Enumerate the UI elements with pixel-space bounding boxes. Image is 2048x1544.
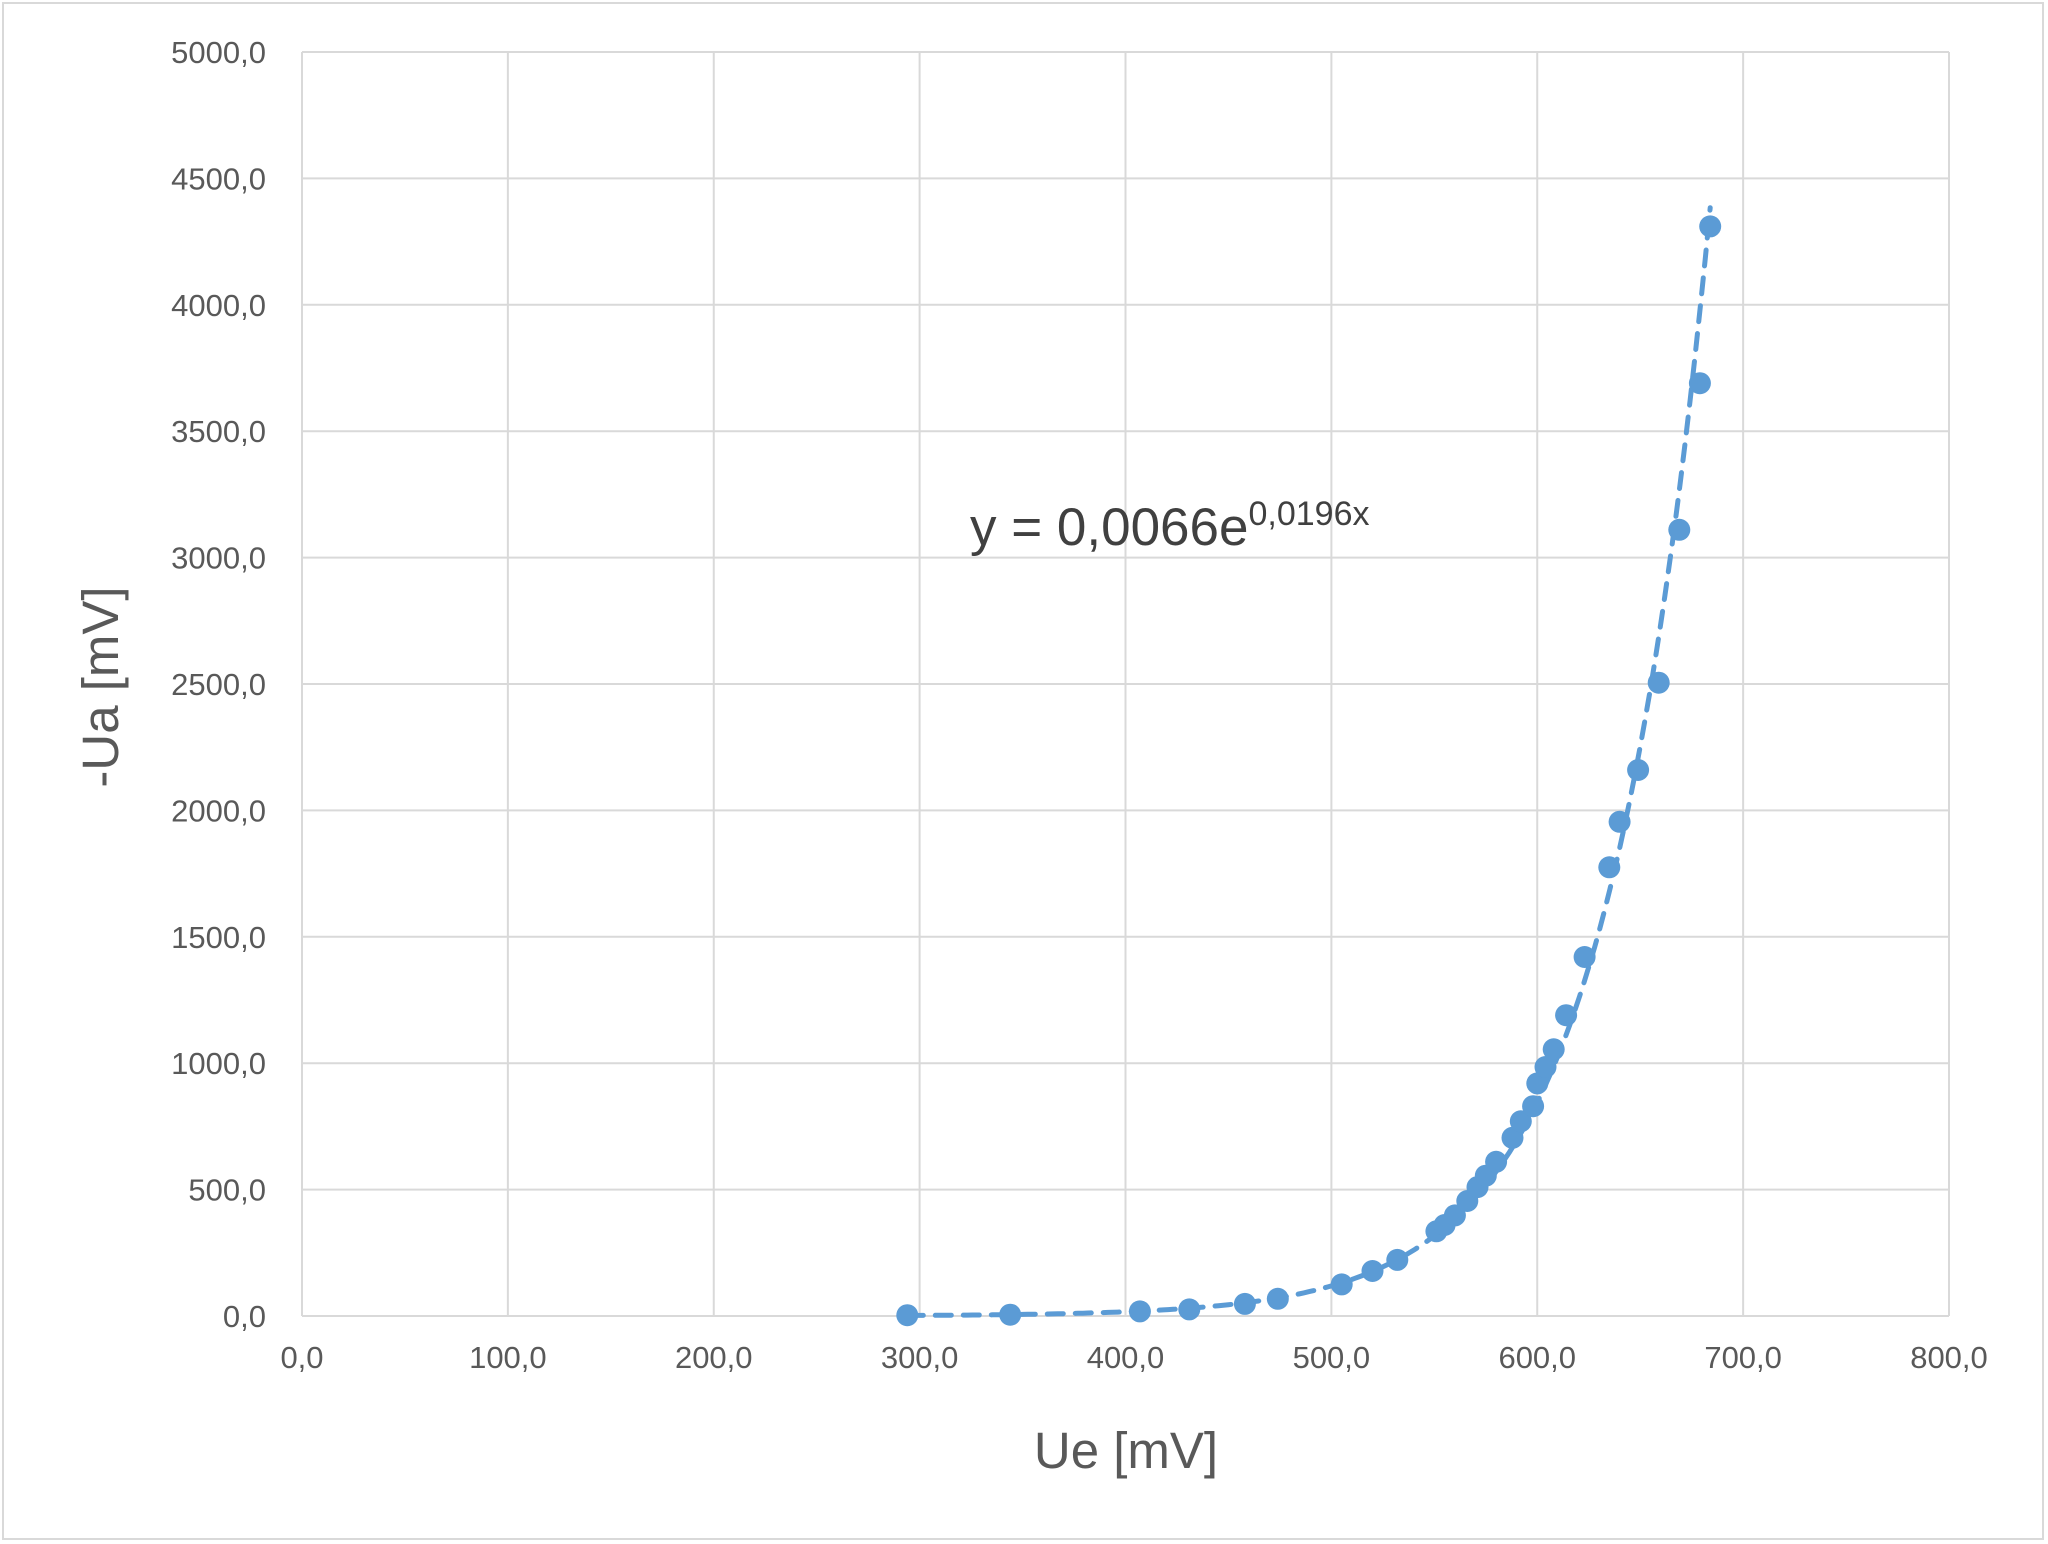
y-tick-label: 500,0: [188, 1173, 266, 1208]
y-tick-label: 1500,0: [171, 920, 266, 955]
data-point: [1501, 1126, 1524, 1149]
data-point: [1522, 1095, 1545, 1118]
data-point: [1509, 1110, 1532, 1133]
y-tick-labels: 0,0 500,0 1000,0 1500,0 2000,0 2500,0 3000,0 35…: [171, 35, 266, 1334]
trendline-layer: [904, 205, 1713, 1318]
equation-base: y = 0,0066e: [970, 498, 1248, 557]
x-tick-label: 500,0: [1293, 1340, 1371, 1375]
data-point: [1555, 1004, 1578, 1027]
x-tick-label: 0,0: [280, 1340, 323, 1375]
x-axis-title: Ue [mV]: [1034, 1422, 1218, 1479]
x-tick-label: 200,0: [675, 1340, 753, 1375]
data-point: [896, 1304, 919, 1327]
y-tick-label: 0,0: [223, 1299, 266, 1334]
data-point: [1330, 1273, 1353, 1296]
equation-exponent: 0,0196x: [1248, 495, 1369, 533]
data-point: [1266, 1287, 1289, 1310]
data-point: [1699, 215, 1722, 238]
data-point: [1178, 1298, 1201, 1321]
data-point: [1386, 1248, 1409, 1271]
data-point: [1668, 518, 1691, 541]
y-tick-label: 4000,0: [171, 288, 266, 323]
y-tick-label: 2000,0: [171, 793, 266, 828]
x-tick-label: 300,0: [881, 1340, 959, 1375]
y-tick-label: 3500,0: [171, 414, 266, 449]
x-tick-label: 100,0: [469, 1340, 547, 1375]
data-point: [1608, 810, 1631, 833]
y-tick-label: 1000,0: [171, 1046, 266, 1081]
y-tick-label: 2500,0: [171, 667, 266, 702]
data-point: [1443, 1204, 1466, 1227]
x-tick-labels: 0,0 100,0 200,0 300,0 400,0 500,0 600,0 700,0 80…: [280, 1340, 1987, 1375]
data-point: [1542, 1038, 1565, 1061]
x-tick-label: 400,0: [1087, 1340, 1165, 1375]
data-point: [1573, 946, 1596, 968]
data-point: [1627, 759, 1650, 781]
y-tick-label: 5000,0: [171, 35, 266, 70]
data-point: [1534, 1056, 1557, 1078]
y-axis-title: -Ua [mV]: [72, 586, 129, 787]
data-point: [1688, 372, 1711, 395]
data-point: [1233, 1292, 1256, 1315]
data-point: [1647, 671, 1670, 694]
x-tick-label: 800,0: [1910, 1340, 1988, 1375]
data-point: [1526, 1072, 1549, 1095]
y-tick-label: 4500,0: [171, 161, 266, 196]
data-points: [896, 215, 1722, 1327]
x-tick-label: 700,0: [1704, 1340, 1782, 1375]
gridlines: [301, 51, 1950, 1317]
data-point: [999, 1303, 1022, 1326]
data-point: [1485, 1150, 1508, 1173]
y-tick-label: 3000,0: [171, 541, 266, 576]
data-point: [1361, 1260, 1384, 1282]
x-tick-label: 600,0: [1498, 1340, 1576, 1375]
data-point: [1598, 856, 1621, 879]
trendline-equation: y = 0,0066e0,0196x: [970, 495, 1369, 557]
data-point: [1128, 1300, 1151, 1323]
trendline: [904, 205, 1713, 1318]
